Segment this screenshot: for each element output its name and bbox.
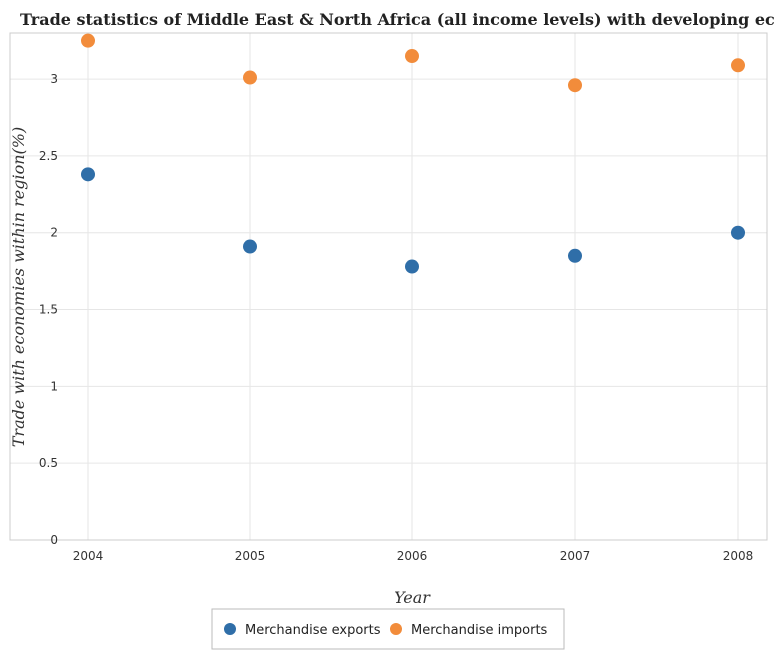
x-axis-label: Year xyxy=(394,588,431,607)
legend-box xyxy=(211,608,565,650)
y-axis-ticks: 0 0.5 1 1.5 2 2.5 3 xyxy=(39,72,58,547)
exports-point-2006 xyxy=(405,259,419,274)
y-tick-label: 1 xyxy=(50,379,58,393)
legend-label-exports: Merchandise exports xyxy=(245,623,381,638)
y-tick-label: 0 xyxy=(50,533,58,547)
x-tick-label: 2007 xyxy=(560,549,591,563)
y-tick-label: 3 xyxy=(50,72,58,86)
legend-marker-exports xyxy=(224,623,236,635)
x-tick-label: 2008 xyxy=(723,549,754,563)
plot-frame xyxy=(9,32,768,541)
exports-point-2007 xyxy=(568,248,582,263)
exports-point-2004 xyxy=(81,167,95,182)
exports-point-2008 xyxy=(731,225,745,240)
y-tick-label: 2 xyxy=(50,226,58,240)
y-tick-label: 1.5 xyxy=(39,303,58,317)
legend-marker-imports xyxy=(390,623,402,635)
exports-point-2005 xyxy=(243,239,257,254)
legend-label-imports: Merchandise imports xyxy=(411,623,548,638)
imports-point-2007 xyxy=(568,78,582,93)
x-tick-label: 2006 xyxy=(397,549,428,563)
y-tick-label: 0.5 xyxy=(39,456,58,470)
chart-title: Trade statistics of Middle East & North … xyxy=(20,10,775,29)
imports-point-2005 xyxy=(243,70,257,85)
y-tick-label: 2.5 xyxy=(39,149,58,163)
imports-point-2008 xyxy=(731,58,745,73)
x-tick-label: 2005 xyxy=(235,549,266,563)
x-tick-label: 2004 xyxy=(73,549,104,563)
data-points xyxy=(81,33,745,274)
y-axis-label: Trade with economies within region(%) xyxy=(9,127,28,448)
gridlines xyxy=(10,33,767,541)
legend: Merchandise exports Merchandise imports xyxy=(211,608,565,650)
imports-point-2004 xyxy=(81,33,95,48)
imports-point-2006 xyxy=(405,49,419,64)
x-axis-ticks: 2004 2005 2006 2007 2008 xyxy=(73,549,754,563)
